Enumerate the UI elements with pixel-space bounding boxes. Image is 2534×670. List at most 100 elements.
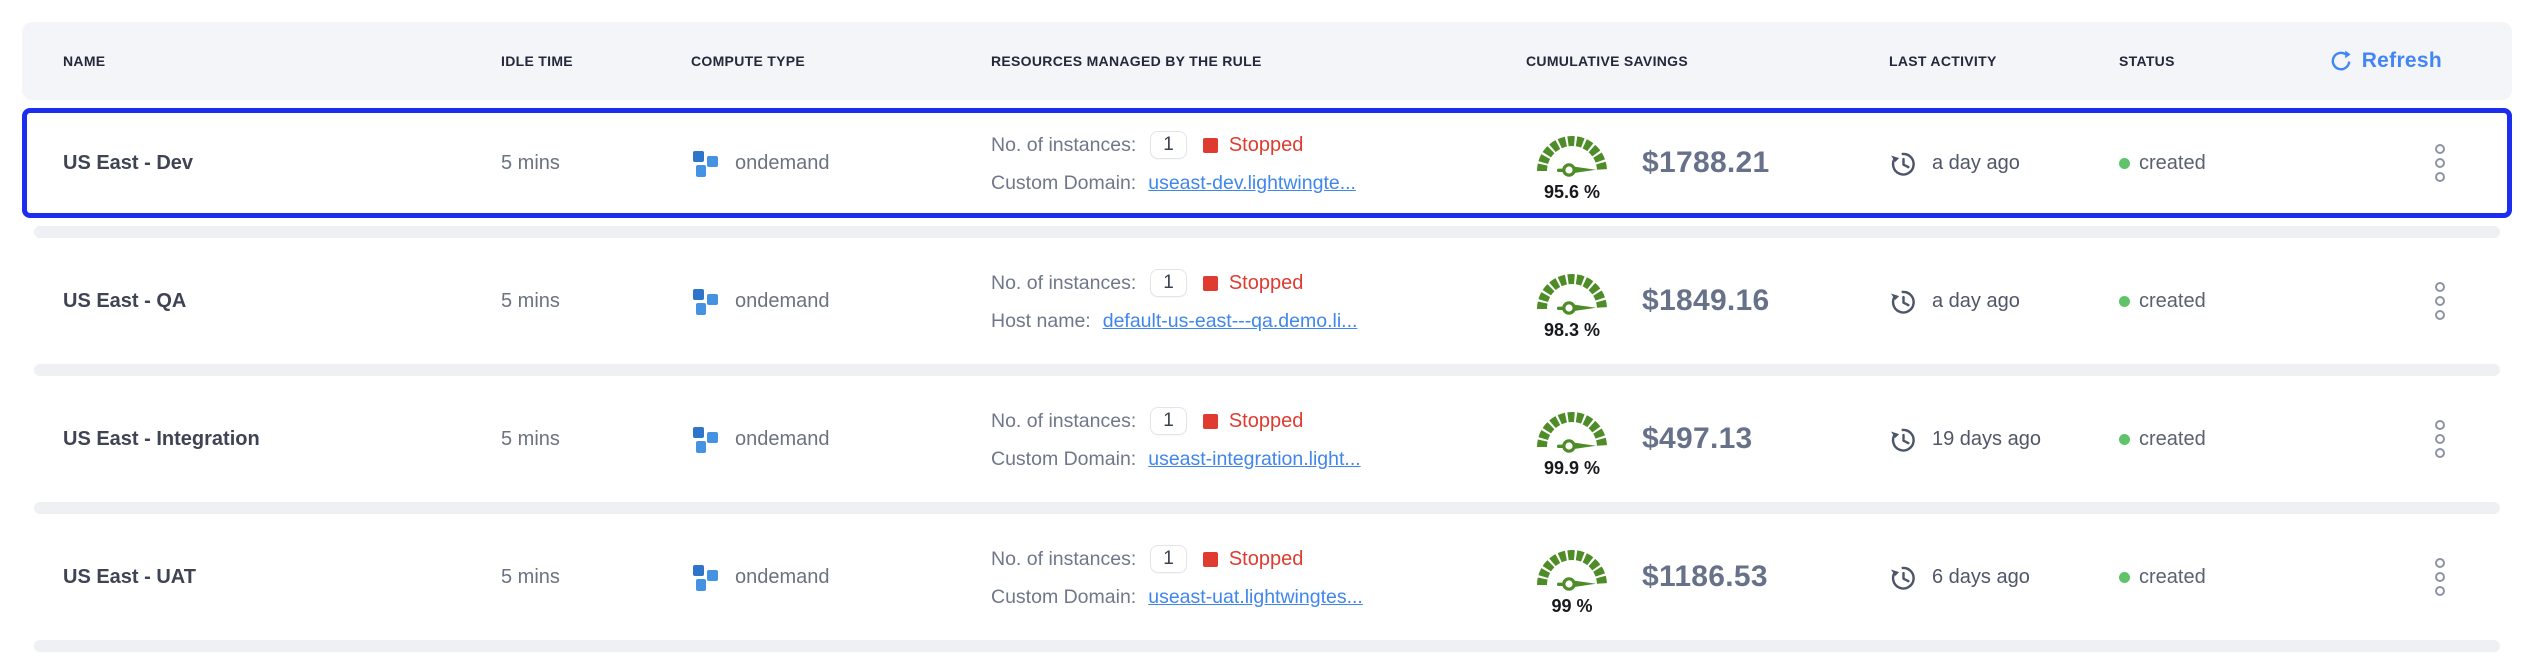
idle-time-value: 5 mins <box>501 565 560 588</box>
row-divider <box>34 502 2500 514</box>
idle-time-value: 5 mins <box>501 427 560 450</box>
last-activity-cell: a day ago <box>1853 287 2083 316</box>
row-divider <box>34 226 2500 238</box>
instance-count: 1 <box>1150 269 1187 297</box>
status-badge: created <box>2139 289 2206 312</box>
status-cell: created <box>2083 428 2300 451</box>
status-badge: created <box>2139 427 2206 450</box>
instance-state: Stopped <box>1228 409 1304 432</box>
resource-link[interactable]: useast-dev.lightwingte... <box>1148 172 1356 194</box>
savings-gauge: 99 % <box>1526 537 1618 617</box>
savings-gauge: 95.6 % <box>1526 123 1618 203</box>
gauge-arc-icon <box>1537 550 1607 591</box>
refresh-label: Refresh <box>2361 49 2442 72</box>
rule-row[interactable]: US East - QA 5 mins ondemand No. of ins <box>22 246 2512 356</box>
stopped-square-icon <box>1202 137 1218 153</box>
status-dot-icon <box>2119 571 2130 583</box>
instance-state: Stopped <box>1228 271 1304 294</box>
history-clock-icon <box>1889 287 1918 316</box>
resources-cell: No. of instances: 1 Stopped Custom Domai… <box>955 407 1490 471</box>
gauge-arc-icon <box>1537 136 1607 177</box>
column-header-last-activity: LAST ACTIVITY <box>1889 53 1997 69</box>
column-header-idle-time: IDLE TIME <box>501 53 573 69</box>
savings-amount: $1186.53 <box>1642 560 1768 593</box>
status-dot-icon <box>2119 157 2130 169</box>
compute-type-cell: ondemand <box>655 148 955 178</box>
savings-percent: 99 % <box>1551 596 1593 616</box>
resource-link[interactable]: useast-integration.light... <box>1148 448 1361 470</box>
savings-cell: 95.6 % $1788.21 <box>1490 123 1853 203</box>
savings-amount: $1788.21 <box>1642 146 1770 179</box>
compute-cluster-icon <box>691 148 721 178</box>
instance-state: Stopped <box>1228 133 1304 156</box>
column-header-compute-type: COMPUTE TYPE <box>691 53 806 69</box>
status-cell: created <box>2083 152 2300 175</box>
status-badge: created <box>2139 565 2206 588</box>
compute-cluster-icon <box>691 562 721 592</box>
compute-type-cell: ondemand <box>655 286 955 316</box>
compute-type-label: ondemand <box>735 151 830 174</box>
compute-type-cell: ondemand <box>655 424 955 454</box>
last-activity-value: a day ago <box>1932 289 2020 312</box>
row-menu-button[interactable] <box>2431 140 2449 186</box>
last-activity-cell: a day ago <box>1853 149 2083 178</box>
compute-type-cell: ondemand <box>655 562 955 592</box>
row-menu-button[interactable] <box>2431 554 2449 600</box>
rule-row[interactable]: US East - Integration 5 mins ondemand N <box>22 384 2512 494</box>
instance-count: 1 <box>1150 407 1187 435</box>
resource-label: Custom Domain: <box>991 172 1137 194</box>
column-header-savings: CUMULATIVE SAVINGS <box>1526 53 1688 69</box>
column-header-status: STATUS <box>2119 53 2175 69</box>
compute-type-label: ondemand <box>735 427 830 450</box>
row-menu-button[interactable] <box>2431 416 2449 462</box>
idle-time-value: 5 mins <box>501 151 560 174</box>
rule-row[interactable]: US East - Dev 5 mins ondemand No. of in <box>22 108 2512 218</box>
resources-cell: No. of instances: 1 Stopped Host name: d… <box>955 269 1490 333</box>
row-menu-button[interactable] <box>2431 278 2449 324</box>
savings-cell: 99.9 % $497.13 <box>1490 399 1853 479</box>
last-activity-cell: 19 days ago <box>1853 425 2083 454</box>
savings-gauge: 99.9 % <box>1526 399 1618 479</box>
rows-container: US East - Dev 5 mins ondemand No. of in <box>22 108 2512 652</box>
resource-label: Host name: <box>991 310 1091 332</box>
instance-count: 1 <box>1150 131 1187 159</box>
resource-label: Custom Domain: <box>991 448 1137 470</box>
last-activity-value: 6 days ago <box>1932 565 2030 588</box>
status-cell: created <box>2083 566 2300 589</box>
resource-label: Custom Domain: <box>991 586 1137 608</box>
rule-name: US East - QA <box>63 289 187 312</box>
savings-cell: 99 % $1186.53 <box>1490 537 1853 617</box>
resource-link[interactable]: useast-uat.lightwingtes... <box>1148 586 1363 608</box>
instance-count: 1 <box>1150 545 1187 573</box>
stopped-square-icon <box>1202 275 1218 291</box>
idle-time-value: 5 mins <box>501 289 560 312</box>
stopped-square-icon <box>1202 413 1218 429</box>
compute-type-label: ondemand <box>735 565 830 588</box>
savings-gauge: 98.3 % <box>1526 261 1618 341</box>
instances-label: No. of instances: <box>991 409 1137 432</box>
resources-cell: No. of instances: 1 Stopped Custom Domai… <box>955 545 1490 609</box>
compute-type-label: ondemand <box>735 289 830 312</box>
rule-row[interactable]: US East - UAT 5 mins ondemand No. of in <box>22 522 2512 632</box>
rules-table: NAME IDLE TIME COMPUTE TYPE RESOURCES MA… <box>22 22 2512 652</box>
resource-link[interactable]: default-us-east---qa.demo.li... <box>1102 310 1358 332</box>
row-divider <box>34 364 2500 376</box>
savings-amount: $497.13 <box>1642 422 1753 455</box>
last-activity-value: a day ago <box>1932 151 2020 174</box>
history-clock-icon <box>1889 149 1918 178</box>
status-cell: created <box>2083 290 2300 313</box>
instance-state: Stopped <box>1228 547 1304 570</box>
savings-percent: 98.3 % <box>1543 320 1601 340</box>
savings-percent: 99.9 % <box>1543 458 1601 478</box>
column-header-name: NAME <box>63 53 106 69</box>
status-dot-icon <box>2119 295 2130 307</box>
rule-name: US East - Integration <box>63 427 260 450</box>
rule-name: US East - Dev <box>63 151 194 174</box>
savings-amount: $1849.16 <box>1642 284 1770 317</box>
stopped-square-icon <box>1202 551 1218 567</box>
compute-cluster-icon <box>691 424 721 454</box>
gauge-arc-icon <box>1537 274 1607 315</box>
last-activity-cell: 6 days ago <box>1853 563 2083 592</box>
refresh-button[interactable]: Refresh <box>2329 49 2454 73</box>
column-header-resources: RESOURCES MANAGED BY THE RULE <box>991 53 1262 69</box>
